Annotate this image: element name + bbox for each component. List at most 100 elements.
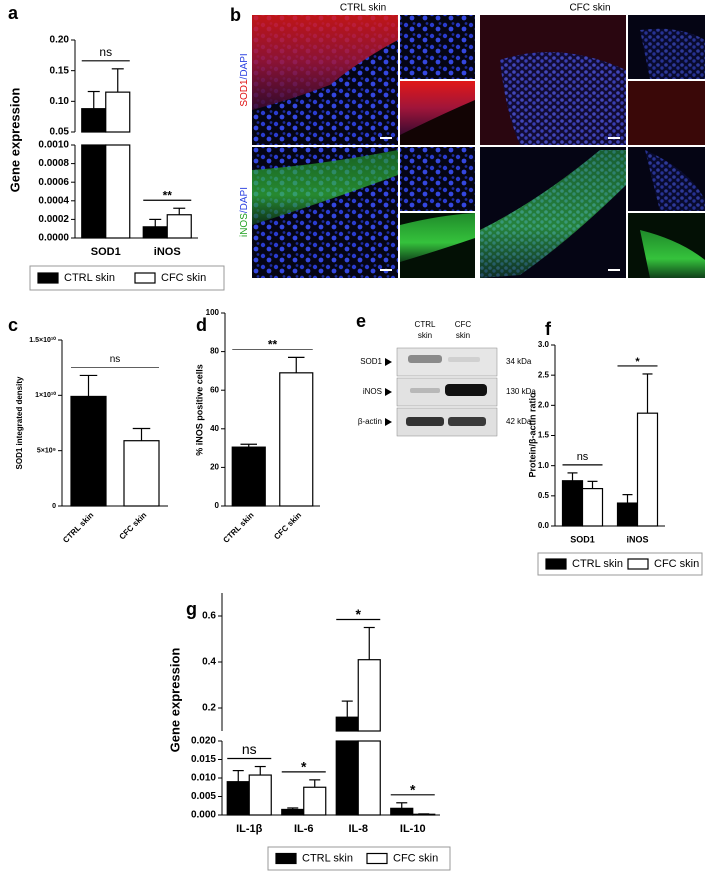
significance-label: ns bbox=[577, 451, 589, 463]
legend-label: CFC skin bbox=[393, 852, 438, 864]
significance-label: ** bbox=[268, 338, 278, 352]
lane-label: skin bbox=[456, 331, 470, 340]
band bbox=[410, 388, 440, 393]
bar bbox=[166, 214, 192, 239]
bar bbox=[581, 487, 604, 527]
y-tick-label: 60 bbox=[210, 385, 219, 394]
x-tick-label: IL-8 bbox=[348, 823, 368, 835]
bar bbox=[303, 786, 327, 816]
y-tick-label: 0.015 bbox=[191, 754, 216, 765]
y-tick-label: 0.0008 bbox=[38, 158, 69, 169]
y-tick-label: 0.05 bbox=[50, 127, 70, 138]
bar bbox=[616, 502, 639, 527]
y-tick-label: 0.0004 bbox=[38, 195, 69, 206]
y-tick-label: 0.0002 bbox=[38, 214, 69, 225]
micrograph bbox=[400, 15, 475, 79]
legend-swatch bbox=[366, 852, 388, 865]
x-tick-label: CTRL skin bbox=[221, 510, 255, 544]
bar bbox=[142, 226, 168, 239]
y-tick-label: 0.10 bbox=[50, 96, 70, 107]
y-axis-label: Gene expression bbox=[167, 648, 182, 753]
y-tick-label: 0.20 bbox=[50, 35, 70, 46]
significance-label: ns bbox=[99, 45, 112, 59]
stain-region bbox=[400, 81, 475, 135]
size-label: 42 kDa bbox=[506, 417, 532, 426]
y-tick-label: 0.6 bbox=[202, 611, 216, 622]
band bbox=[448, 357, 480, 362]
marker: SOD1 bbox=[239, 79, 250, 107]
legend-swatch bbox=[37, 272, 59, 284]
bar bbox=[226, 781, 250, 816]
significance-label: * bbox=[410, 781, 416, 797]
scale-bars bbox=[380, 137, 620, 271]
legend-label: CFC skin bbox=[161, 272, 206, 284]
panel-letter: b bbox=[230, 5, 241, 25]
x-tick-label: IL-6 bbox=[294, 823, 314, 835]
stain-region bbox=[640, 28, 705, 79]
x-tick-label: SOD1 bbox=[570, 534, 595, 544]
protein-label: iNOS bbox=[363, 387, 382, 396]
column-label: CFC skin bbox=[569, 3, 610, 14]
legend-swatch bbox=[627, 558, 649, 570]
x-tick-label: CFC skin bbox=[272, 510, 303, 541]
panel-letter: d bbox=[196, 315, 207, 335]
y-tick-label: 0.5 bbox=[538, 491, 550, 500]
panel-letters: a b c d e f g bbox=[8, 3, 552, 619]
y-tick-label: 0 bbox=[215, 501, 220, 510]
legend-swatch bbox=[275, 852, 297, 865]
stain-region bbox=[252, 150, 398, 225]
y-tick-label: 0.2 bbox=[202, 703, 216, 714]
y-tick-label: 0 bbox=[52, 503, 56, 510]
bar bbox=[281, 808, 305, 816]
x-tick-label: iNOS bbox=[154, 246, 181, 258]
row-label: SOD1/DAPI bbox=[239, 53, 250, 106]
legend-swatch bbox=[545, 558, 567, 570]
panel-letter: f bbox=[545, 319, 552, 339]
stain-region bbox=[645, 150, 705, 211]
row-label: iNOS/DAPI bbox=[239, 187, 250, 237]
x-tick-label: IL-1β bbox=[236, 823, 263, 835]
microscopy-panel: CTRL skin CFC skin SOD1/DAPI iNOS/DAPI bbox=[239, 3, 705, 278]
y-tick-label: 1×10¹⁰ bbox=[35, 391, 56, 399]
bar bbox=[105, 91, 131, 133]
x-tick-label: iNOS bbox=[626, 534, 648, 544]
counterstain: /DAPI bbox=[239, 187, 250, 213]
panel-letter: g bbox=[186, 599, 197, 619]
x-tick-label: IL-10 bbox=[400, 823, 426, 835]
blot-strip bbox=[396, 347, 498, 377]
stain-region bbox=[400, 213, 475, 262]
bar bbox=[357, 740, 381, 816]
western-blot: CTRL skin CFC skin SOD1 iNOS β-actin 34 … bbox=[358, 320, 536, 437]
panel-letter: e bbox=[356, 311, 366, 331]
y-tick-label: 3.0 bbox=[538, 340, 550, 349]
bar bbox=[390, 807, 414, 816]
bar bbox=[561, 480, 584, 527]
bar bbox=[105, 144, 131, 239]
legend-box bbox=[537, 552, 703, 576]
y-tick-label: 2.5 bbox=[538, 370, 550, 379]
stain-region bbox=[252, 15, 398, 110]
protein-label: SOD1 bbox=[360, 357, 382, 366]
y-axis-label: % iNOS positive cells bbox=[194, 364, 204, 456]
bar bbox=[81, 108, 107, 133]
panel-letter: a bbox=[8, 3, 19, 23]
bar bbox=[81, 144, 107, 239]
y-tick-label: 80 bbox=[210, 347, 219, 356]
y-axis-label: Protein/β-actin ratio bbox=[527, 392, 537, 478]
micrograph bbox=[628, 81, 705, 145]
bar bbox=[357, 659, 381, 732]
size-label: 130 kDa bbox=[506, 387, 536, 396]
band bbox=[448, 417, 486, 426]
bar bbox=[335, 716, 359, 732]
lane-label: CFC bbox=[455, 320, 472, 329]
column-label: CTRL skin bbox=[340, 3, 386, 14]
band bbox=[445, 384, 487, 396]
legend-swatch bbox=[134, 272, 156, 284]
significance-label: * bbox=[635, 356, 640, 368]
y-tick-label: 0.0000 bbox=[38, 233, 69, 244]
x-tick-label: SOD1 bbox=[91, 246, 121, 258]
significance-label: ns bbox=[110, 354, 121, 365]
legend-label: CTRL skin bbox=[302, 852, 353, 864]
y-tick-label: 0.15 bbox=[50, 65, 70, 76]
